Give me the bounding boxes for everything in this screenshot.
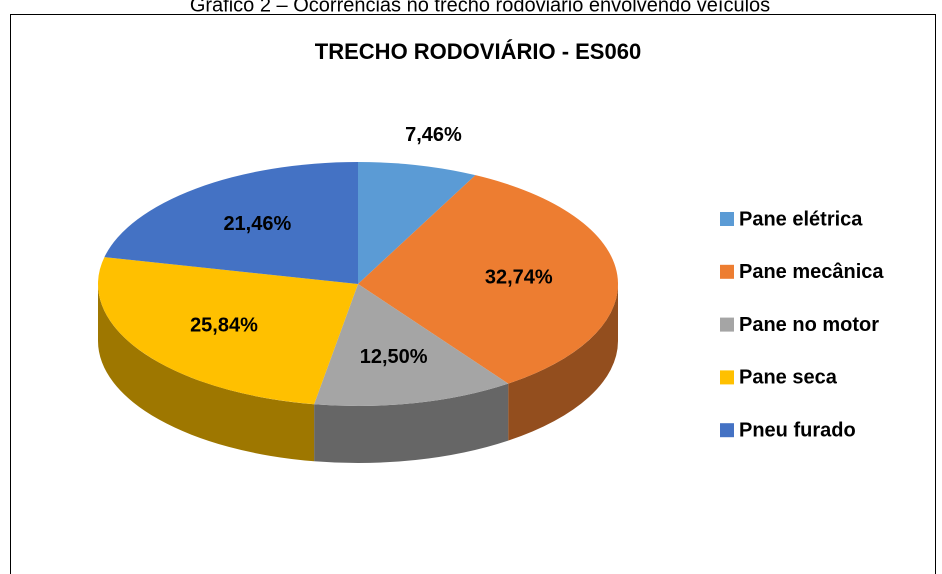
caption: Gráfico 2 – Ocorrências no trecho rodovi… [190,0,770,16]
data-label: 25,84% [190,314,258,336]
pie-slice [358,175,619,384]
data-label: 21,46% [223,213,291,235]
legend-swatch [720,212,734,226]
legend-label: Pane elétrica [739,208,863,230]
legend-swatch [720,370,734,385]
chart-title: TRECHO RODOVIÁRIO - ES060 [315,39,641,64]
slice-side [314,383,509,463]
data-label: 12,50% [360,346,428,368]
legend-label: Pane mecânica [739,261,884,283]
slice-side [98,284,315,462]
legend-label: Pneu furado [739,419,856,441]
data-label: 32,74% [485,267,553,289]
legend-swatch [720,264,734,279]
legend-swatch [720,317,734,332]
pie-slice [104,162,358,284]
slice-side [508,284,618,441]
pie-slice [358,162,476,284]
data-label: 7,46% [405,124,462,146]
pie-slice [314,284,509,406]
legend-swatch [720,423,734,438]
legend-label: Pane no motor [739,314,879,336]
legend-label: Pane seca [739,367,838,389]
pie-slice [98,257,359,405]
